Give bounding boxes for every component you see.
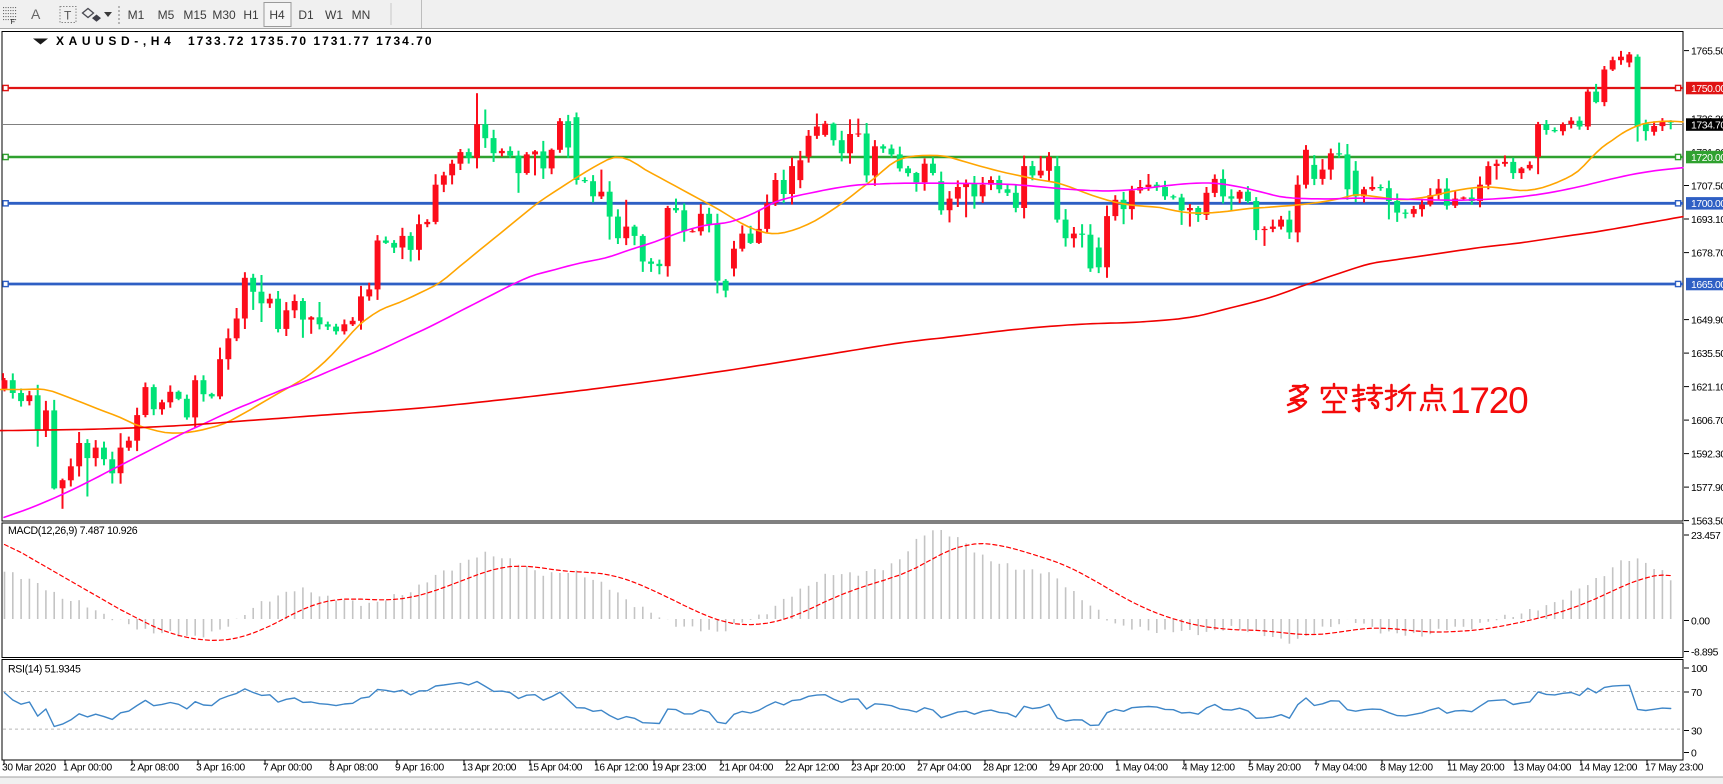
svg-text:MN: MN	[352, 8, 371, 22]
svg-text:9 Apr 16:00: 9 Apr 16:00	[395, 763, 444, 774]
svg-text:1720.00: 1720.00	[1691, 153, 1723, 164]
svg-text:1734.70: 1734.70	[1691, 120, 1723, 131]
svg-text:22 Apr 12:00: 22 Apr 12:00	[785, 763, 840, 774]
svg-text:RSI(14) 51.9345: RSI(14) 51.9345	[8, 664, 81, 676]
svg-text:30 Mar 2020: 30 Mar 2020	[2, 763, 57, 774]
svg-text:1720: 1720	[1450, 380, 1528, 421]
svg-text:16 Apr 12:00: 16 Apr 12:00	[594, 763, 649, 774]
svg-text:MACD(12,26,9) 7.487 10.926: MACD(12,26,9) 7.487 10.926	[8, 525, 138, 537]
svg-text:3 Apr 16:00: 3 Apr 16:00	[196, 763, 245, 774]
svg-text:5 May 20:00: 5 May 20:00	[1248, 763, 1301, 774]
svg-text:H1: H1	[243, 8, 259, 22]
svg-text:8 May 12:00: 8 May 12:00	[1380, 763, 1433, 774]
svg-text:1700.00: 1700.00	[1691, 199, 1723, 210]
svg-text:21 Apr 04:00: 21 Apr 04:00	[719, 763, 774, 774]
svg-text:70: 70	[1691, 688, 1702, 699]
svg-text:15 Apr 04:00: 15 Apr 04:00	[528, 763, 583, 774]
svg-text:1733.72 1735.70 1731.77 1734.7: 1733.72 1735.70 1731.77 1734.70	[188, 34, 434, 48]
svg-text:1665.00: 1665.00	[1691, 280, 1723, 291]
svg-text:1 May 04:00: 1 May 04:00	[1115, 763, 1168, 774]
svg-text:A: A	[31, 6, 41, 22]
svg-text:4 May 12:00: 4 May 12:00	[1182, 763, 1235, 774]
svg-text:13 Apr 20:00: 13 Apr 20:00	[462, 763, 517, 774]
svg-text:1678.70: 1678.70	[1691, 248, 1723, 259]
svg-text:-8.895: -8.895	[1691, 647, 1719, 658]
svg-text:7 Apr 00:00: 7 Apr 00:00	[263, 763, 312, 774]
svg-text:F: F	[11, 17, 16, 26]
svg-text:23 Apr 20:00: 23 Apr 20:00	[851, 763, 906, 774]
svg-text:30: 30	[1691, 726, 1702, 737]
svg-text:D1: D1	[298, 8, 314, 22]
svg-text:28 Apr 12:00: 28 Apr 12:00	[983, 763, 1038, 774]
svg-text:13 May 04:00: 13 May 04:00	[1513, 763, 1572, 774]
svg-text:8 Apr 08:00: 8 Apr 08:00	[329, 763, 378, 774]
svg-text:1577.90: 1577.90	[1691, 483, 1723, 494]
svg-text:14 May 12:00: 14 May 12:00	[1579, 763, 1638, 774]
svg-text:M1: M1	[128, 8, 145, 22]
svg-text:1563.50: 1563.50	[1691, 516, 1723, 527]
svg-text:27 Apr 04:00: 27 Apr 04:00	[917, 763, 972, 774]
svg-text:1649.90: 1649.90	[1691, 315, 1723, 326]
svg-text:7 May 04:00: 7 May 04:00	[1314, 763, 1367, 774]
svg-text:M5: M5	[158, 8, 175, 22]
svg-text:1621.10: 1621.10	[1691, 382, 1723, 393]
svg-text:1750.00: 1750.00	[1691, 84, 1723, 95]
svg-text:17 May 23:00: 17 May 23:00	[1645, 763, 1704, 774]
svg-text:1707.50: 1707.50	[1691, 181, 1723, 192]
svg-text:0.00: 0.00	[1691, 616, 1710, 627]
svg-text:19 Apr 23:00: 19 Apr 23:00	[652, 763, 707, 774]
svg-text:29 Apr 20:00: 29 Apr 20:00	[1049, 763, 1104, 774]
svg-text:0: 0	[1691, 748, 1697, 759]
svg-text:H4: H4	[269, 8, 285, 22]
svg-text:2 Apr 08:00: 2 Apr 08:00	[130, 763, 179, 774]
svg-text:1592.30: 1592.30	[1691, 449, 1723, 460]
svg-text:1 Apr 00:00: 1 Apr 00:00	[63, 763, 112, 774]
svg-text:T: T	[64, 9, 72, 23]
svg-text:XAUUSD-,H4: XAUUSD-,H4	[56, 34, 175, 48]
svg-text:1635.50: 1635.50	[1691, 349, 1723, 360]
svg-text:M30: M30	[212, 8, 236, 22]
svg-text:1693.10: 1693.10	[1691, 215, 1723, 226]
svg-text:11 May 20:00: 11 May 20:00	[1447, 763, 1505, 774]
svg-text:1606.70: 1606.70	[1691, 416, 1723, 427]
svg-text:1765.50: 1765.50	[1691, 46, 1723, 57]
svg-text:M15: M15	[183, 8, 207, 22]
svg-text:23.457: 23.457	[1691, 531, 1721, 542]
svg-text:100: 100	[1691, 664, 1708, 675]
svg-text:W1: W1	[325, 8, 343, 22]
